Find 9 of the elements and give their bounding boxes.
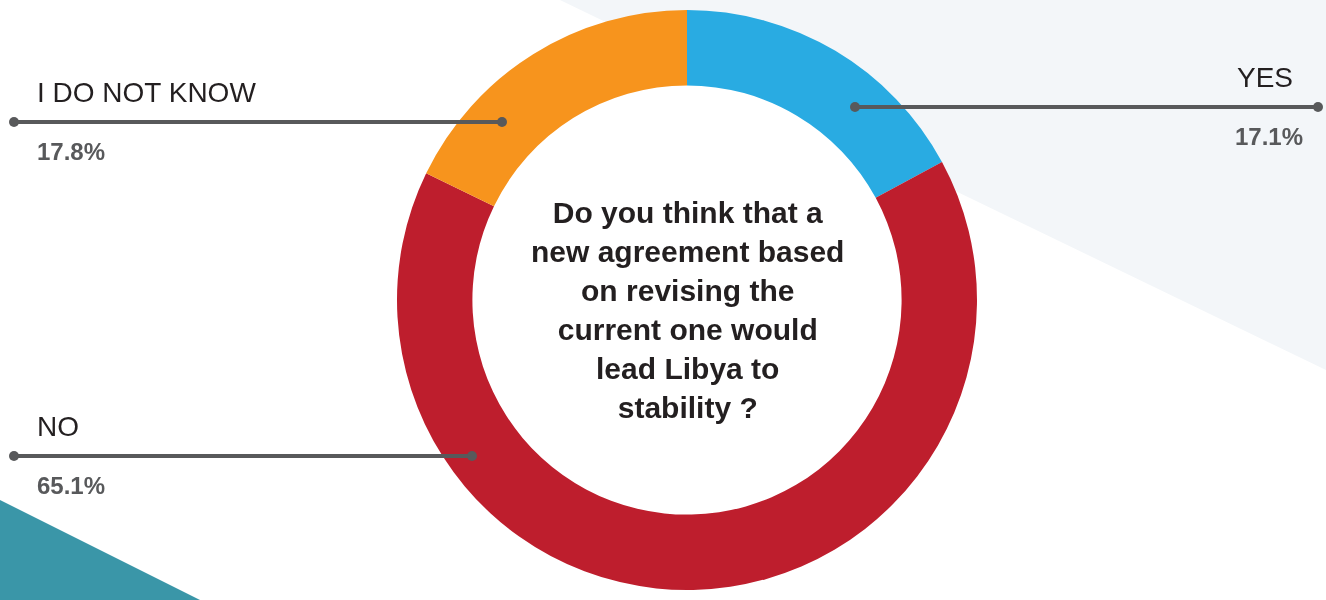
- slice-label: I DO NOT KNOW: [37, 77, 257, 108]
- data-label: 65.1%: [37, 472, 106, 499]
- slice-label: NO: [37, 411, 79, 442]
- data-label: 17.8%: [37, 138, 106, 165]
- donut-slice: [687, 10, 942, 198]
- slice-label: YES: [1237, 62, 1294, 93]
- text: Do you think that a new agreement based on revising the current one would lead Libya to stability ?: [531, 196, 845, 424]
- donut-slice: [397, 161, 977, 590]
- data-label: 17.1%: [1235, 123, 1304, 150]
